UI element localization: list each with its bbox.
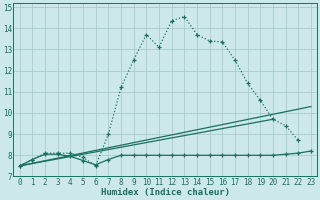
X-axis label: Humidex (Indice chaleur): Humidex (Indice chaleur)	[101, 188, 230, 197]
